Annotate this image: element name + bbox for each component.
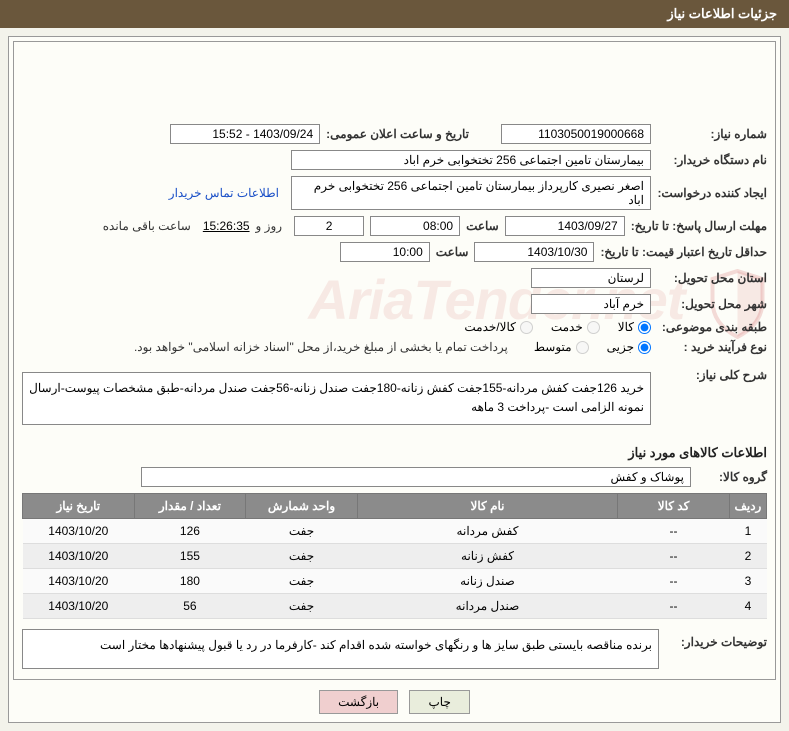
time-label-2: ساعت <box>436 245 469 259</box>
validity-label: حداقل تاریخ اعتبار قیمت: تا تاریخ: <box>600 245 767 259</box>
need-number-label: شماره نیاز: <box>657 127 767 141</box>
process-label: نوع فرآیند خرید : <box>657 340 767 354</box>
group-label: گروه کالا: <box>697 470 767 484</box>
creator-field: اصغر نصیری کارپرداز بیمارستان تامین اجتم… <box>291 176 651 210</box>
city-field: خرم آباد <box>531 294 651 314</box>
back-button[interactable]: بازگشت <box>319 690 398 714</box>
province-field: لرستان <box>531 268 651 288</box>
device-field: بیمارستان تامین اجتماعی 256 تختخوابی خرم… <box>291 150 651 170</box>
remaining-suffix: ساعت باقی مانده <box>103 219 191 233</box>
need-number-field: 1103050019000668 <box>501 124 651 144</box>
table-header-cell: تعداد / مقدار <box>134 493 246 518</box>
cat-both-item[interactable]: کالا/خدمت <box>464 320 532 334</box>
table-cell: کفش زنانه <box>357 543 617 568</box>
description-box: خرید 126جفت کفش مردانه-155جفت کفش زنانه-… <box>22 372 651 424</box>
table-cell: جفت <box>246 543 358 568</box>
validity-time-field: 10:00 <box>340 242 430 262</box>
table-cell: -- <box>618 568 730 593</box>
buyer-desc-label: توضیحات خریدار: <box>667 629 767 649</box>
validity-date-field: 1403/10/30 <box>474 242 594 262</box>
process-radio-group: جزیی متوسط <box>534 340 651 354</box>
table-cell: 1403/10/20 <box>23 568 135 593</box>
table-cell: 56 <box>134 593 246 618</box>
device-label: نام دستگاه خریدار: <box>657 153 767 167</box>
table-cell: جفت <box>246 568 358 593</box>
table-cell: -- <box>618 518 730 543</box>
table-body: 1--کفش مردانهجفت1261403/10/202--کفش زنان… <box>23 518 767 618</box>
deadline-date-field: 1403/09/27 <box>505 216 625 236</box>
cat-kala-item[interactable]: کالا <box>618 320 651 334</box>
table-row: 1--کفش مردانهجفت1261403/10/20 <box>23 518 767 543</box>
desc-label: شرح کلی نیاز: <box>657 368 767 382</box>
table-cell: جفت <box>246 518 358 543</box>
cat-both-label: کالا/خدمت <box>464 320 515 334</box>
days-suffix: روز و <box>256 219 283 233</box>
cat-kala-label: کالا <box>618 320 634 334</box>
buyer-desc-box: برنده مناقصه بایستی طبق سایز ها و رنگهای… <box>22 629 659 669</box>
content-panel: AriaTender.net شماره نیاز: 1103050019000… <box>13 41 776 680</box>
cat-kala-radio[interactable] <box>638 321 651 334</box>
cat-khadamat-radio[interactable] <box>587 321 600 334</box>
group-field: پوشاک و کفش <box>141 467 691 487</box>
table-cell: 1 <box>729 518 766 543</box>
table-row: 2--کفش زنانهجفت1551403/10/20 <box>23 543 767 568</box>
cat-khadamat-item[interactable]: خدمت <box>551 320 600 334</box>
time-label-1: ساعت <box>466 219 499 233</box>
days-field: 2 <box>294 216 364 236</box>
table-cell: صندل مردانه <box>357 593 617 618</box>
footer-buttons: چاپ بازگشت <box>13 690 776 714</box>
remaining-time: 15:26:35 <box>203 219 250 233</box>
table-cell: 1403/10/20 <box>23 543 135 568</box>
table-cell: 3 <box>729 568 766 593</box>
items-section-title: اطلاعات کالاهای مورد نیاز <box>22 445 767 461</box>
items-table: ردیفکد کالانام کالاواحد شمارشتعداد / مقد… <box>22 493 767 619</box>
proc-medium-item[interactable]: متوسط <box>534 340 589 354</box>
table-header-cell: ردیف <box>729 493 766 518</box>
proc-medium-label: متوسط <box>534 340 572 354</box>
table-cell: 1403/10/20 <box>23 593 135 618</box>
proc-small-radio[interactable] <box>638 341 651 354</box>
table-cell: 155 <box>134 543 246 568</box>
creator-label: ایجاد کننده درخواست: <box>657 186 767 200</box>
announce-label: تاریخ و ساعت اعلان عمومی: <box>326 127 469 141</box>
proc-small-label: جزیی <box>607 340 634 354</box>
announce-field: 1403/09/24 - 15:52 <box>170 124 320 144</box>
cat-khadamat-label: خدمت <box>551 320 583 334</box>
table-cell: 2 <box>729 543 766 568</box>
table-header-cell: نام کالا <box>357 493 617 518</box>
table-header-cell: واحد شمارش <box>246 493 358 518</box>
province-label: استان محل تحویل: <box>657 271 767 285</box>
table-cell: -- <box>618 543 730 568</box>
table-cell: 4 <box>729 593 766 618</box>
table-cell: کفش مردانه <box>357 518 617 543</box>
cat-both-radio[interactable] <box>520 321 533 334</box>
table-head: ردیفکد کالانام کالاواحد شمارشتعداد / مقد… <box>23 493 767 518</box>
table-cell: جفت <box>246 593 358 618</box>
table-cell: -- <box>618 593 730 618</box>
table-cell: 126 <box>134 518 246 543</box>
proc-small-item[interactable]: جزیی <box>607 340 651 354</box>
deadline-label: مهلت ارسال پاسخ: تا تاریخ: <box>631 219 767 233</box>
table-cell: 180 <box>134 568 246 593</box>
table-row: 4--صندل مردانهجفت561403/10/20 <box>23 593 767 618</box>
contact-link[interactable]: اطلاعات تماس خریدار <box>169 186 279 200</box>
table-header-cell: کد کالا <box>618 493 730 518</box>
proc-medium-radio[interactable] <box>576 341 589 354</box>
table-header-cell: تاریخ نیاز <box>23 493 135 518</box>
outer-container: AriaTender.net شماره نیاز: 1103050019000… <box>8 36 781 723</box>
header-title: جزئیات اطلاعات نیاز <box>667 6 777 21</box>
table-row: 3--صندل زنانهجفت1801403/10/20 <box>23 568 767 593</box>
payment-note: پرداخت تمام یا بخشی از مبلغ خرید،از محل … <box>134 340 508 354</box>
deadline-time-field: 08:00 <box>370 216 460 236</box>
city-label: شهر محل تحویل: <box>657 297 767 311</box>
category-radio-group: کالا خدمت کالا/خدمت <box>464 320 651 334</box>
print-button[interactable]: چاپ <box>409 690 469 714</box>
table-cell: 1403/10/20 <box>23 518 135 543</box>
page-header: جزئیات اطلاعات نیاز <box>0 0 789 28</box>
category-label: طبقه بندی موضوعی: <box>657 320 767 334</box>
table-cell: صندل زنانه <box>357 568 617 593</box>
